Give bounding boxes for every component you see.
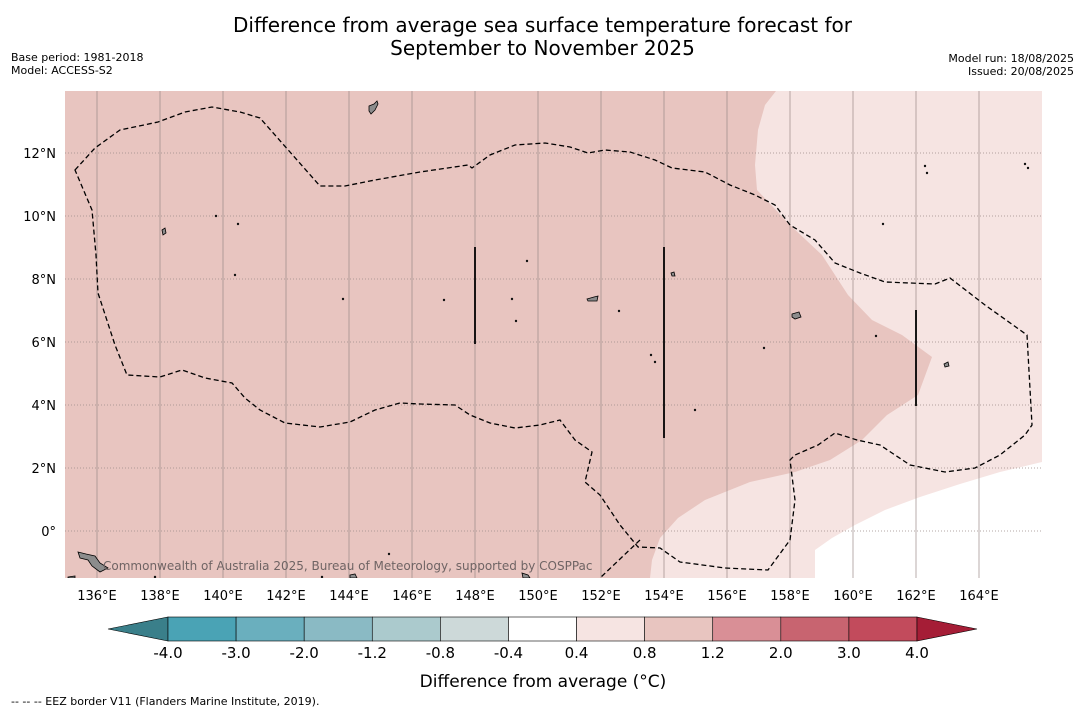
lat-label: 4°N bbox=[32, 399, 57, 414]
lat-label: 8°N bbox=[32, 273, 57, 288]
lon-label: 164°E bbox=[959, 589, 999, 604]
lon-label: 160°E bbox=[833, 589, 873, 604]
lon-label: 154°E bbox=[644, 589, 684, 604]
lon-label: 140°E bbox=[203, 589, 243, 604]
colorbar-segment bbox=[848, 616, 918, 642]
lon-label: 138°E bbox=[140, 589, 180, 604]
base-period: Base period: 1981-2018 bbox=[11, 51, 144, 64]
map-area: Commonwealth of Australia 2025, Bureau o… bbox=[65, 91, 1042, 578]
colorbar-label: Difference from average (°C) bbox=[420, 672, 667, 692]
copyright-text: Commonwealth of Australia 2025, Bureau o… bbox=[103, 559, 593, 573]
colorbar-tick-label: 4.0 bbox=[905, 644, 929, 662]
land-islands bbox=[67, 100, 1030, 578]
eez-border bbox=[74, 106, 1033, 578]
colorbar-tick-label: -0.8 bbox=[426, 644, 455, 662]
lat-label: 0° bbox=[41, 525, 56, 540]
colorbar-tick-label: 3.0 bbox=[837, 644, 861, 662]
colorbar-tick-label: -1.2 bbox=[358, 644, 387, 662]
lon-label: 152°E bbox=[581, 589, 621, 604]
lat-label: 12°N bbox=[23, 147, 56, 162]
longitude-labels: 136°E 138°E 140°E 142°E 144°E 146°E 148°… bbox=[77, 589, 999, 604]
colorbar-tick-label: -3.0 bbox=[221, 644, 250, 662]
graticule-lat bbox=[65, 152, 1042, 532]
colorbar-tick-label: 2.0 bbox=[769, 644, 793, 662]
lon-label: 150°E bbox=[518, 589, 558, 604]
colorbar-tick-label: 1.2 bbox=[701, 644, 725, 662]
anomaly-region-0.8-1.2 bbox=[65, 91, 932, 578]
lon-label: 156°E bbox=[707, 589, 747, 604]
colorbar-extend-high bbox=[916, 616, 978, 642]
colorbar-segment bbox=[303, 616, 373, 642]
colorbar: -4.0 -3.0 -2.0 -1.2 -0.8 -0.4 0.4 0.8 1.2 2.0 3.0 4… bbox=[107, 616, 978, 662]
issued-date: Issued: 20/08/2025 bbox=[967, 65, 1074, 78]
colorbar-segment bbox=[440, 616, 509, 642]
colorbar-tick-label: 0.4 bbox=[565, 644, 589, 662]
lon-label: 136°E bbox=[77, 589, 117, 604]
lat-label: 6°N bbox=[32, 336, 57, 351]
colorbar-segment bbox=[371, 616, 441, 642]
colorbar-extend-low bbox=[107, 616, 169, 642]
colorbar-tick-label: -4.0 bbox=[153, 644, 182, 662]
colorbar-tick-label: -2.0 bbox=[290, 644, 319, 662]
title-line-1: Difference from average sea surface temp… bbox=[232, 13, 852, 37]
colorbar-segment bbox=[576, 616, 645, 642]
lon-label: 148°E bbox=[455, 589, 495, 604]
map-title: Difference from average sea surface temp… bbox=[0, 14, 1085, 60]
lon-label: 162°E bbox=[896, 589, 936, 604]
lon-label: 142°E bbox=[266, 589, 306, 604]
base-period-info: Base period: 1981-2018 Model: ACCESS-S2 bbox=[11, 51, 143, 77]
colorbar-segment bbox=[508, 616, 577, 642]
lat-label: 10°N bbox=[23, 210, 56, 225]
lon-label: 146°E bbox=[392, 589, 432, 604]
colorbar-segment bbox=[780, 616, 850, 642]
anomaly-region-white bbox=[815, 462, 1042, 578]
eez-line-segments bbox=[474, 247, 917, 438]
colorbar-segment bbox=[712, 616, 782, 642]
eez-legend-note: -- -- -- EEZ border V11 (Flanders Marine… bbox=[11, 695, 320, 708]
colorbar-segment bbox=[644, 616, 714, 642]
model-name: Model: ACCESS-S2 bbox=[11, 64, 113, 77]
colorbar-segment bbox=[167, 616, 237, 642]
latitude-labels: 12°N 10°N 8°N 6°N 4°N 2°N 0° bbox=[23, 147, 56, 540]
model-run-info: Model run: 18/08/2025 Issued: 20/08/2025 bbox=[948, 52, 1074, 78]
colorbar-tick-label: -0.4 bbox=[494, 644, 523, 662]
colorbar-tick-label: 0.8 bbox=[633, 644, 657, 662]
graticule bbox=[96, 91, 980, 578]
title-line-2: September to November 2025 bbox=[390, 36, 695, 60]
lon-label: 144°E bbox=[329, 589, 369, 604]
lat-label: 2°N bbox=[32, 462, 57, 477]
model-run-date: Model run: 18/08/2025 bbox=[948, 52, 1074, 65]
colorbar-segment bbox=[235, 616, 305, 642]
lon-label: 158°E bbox=[770, 589, 810, 604]
